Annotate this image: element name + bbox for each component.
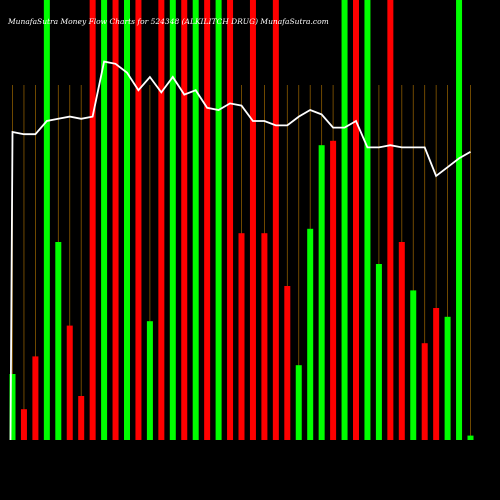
volume-bar-up <box>318 145 325 440</box>
volume-bar-up <box>456 0 463 440</box>
volume-bar-up <box>375 264 382 440</box>
volume-bar-up <box>169 0 176 440</box>
volume-bar-up <box>410 290 417 440</box>
volume-bar-down <box>398 242 405 440</box>
volume-bar-up <box>101 0 108 440</box>
volume-bar-down <box>78 396 85 440</box>
price-line <box>9 60 471 441</box>
volume-bar-down <box>66 325 73 440</box>
volume-bar-down <box>387 0 394 440</box>
volume-bar-down <box>227 0 234 440</box>
volume-bar-up <box>192 0 199 440</box>
volume-bar-up <box>9 374 16 440</box>
volume-bar-up <box>364 0 371 440</box>
volume-bar-down <box>261 233 268 440</box>
volume-bar-up <box>55 242 62 440</box>
volume-bar-down <box>135 0 142 440</box>
volume-bar-down <box>330 140 337 441</box>
volume-bar-up <box>215 0 222 440</box>
volume-bars <box>9 0 474 441</box>
chart-title: MunafaSutra Money Flow Charts for 524348… <box>7 17 329 26</box>
volume-bar-down <box>204 0 211 440</box>
volume-bar-up <box>467 435 474 440</box>
volume-bar-up <box>146 321 153 440</box>
volume-bar-down <box>158 0 165 440</box>
volume-bar-down <box>353 0 359 440</box>
volume-bar-down <box>249 0 256 440</box>
volume-bar-up <box>444 316 451 440</box>
volume-bar-up <box>341 0 348 440</box>
volume-bar-down <box>421 343 428 440</box>
volume-bar-up <box>307 228 314 440</box>
volume-bar-up <box>295 365 302 440</box>
volume-bar-down <box>32 356 39 440</box>
volume-bar-up <box>43 0 50 440</box>
volume-bar-down <box>112 0 119 440</box>
volume-bar-down <box>181 0 188 440</box>
volume-bar-down <box>284 286 291 440</box>
volume-bar-down <box>20 409 27 440</box>
volume-bar-up <box>124 0 130 440</box>
volume-bar-down <box>89 0 96 440</box>
volume-bar-down <box>272 0 279 440</box>
volume-bar-down <box>238 233 245 440</box>
volume-bar-down <box>433 308 440 440</box>
